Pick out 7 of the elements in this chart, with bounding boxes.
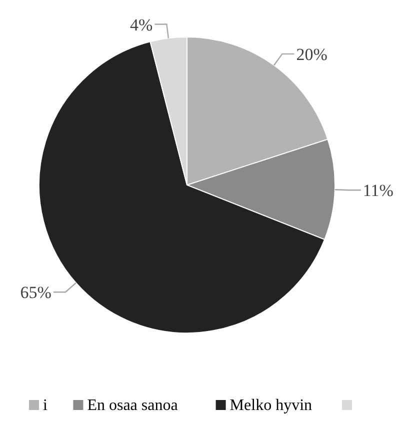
legend-label: Melko hyvin <box>230 397 312 414</box>
data-label: 65% <box>20 283 52 302</box>
data-label: 20% <box>296 44 328 64</box>
data-label: 4% <box>130 15 153 34</box>
legend-label: En osaa sanoa <box>87 397 178 414</box>
data-label: 11% <box>362 181 394 200</box>
legend-label: i <box>43 397 48 414</box>
